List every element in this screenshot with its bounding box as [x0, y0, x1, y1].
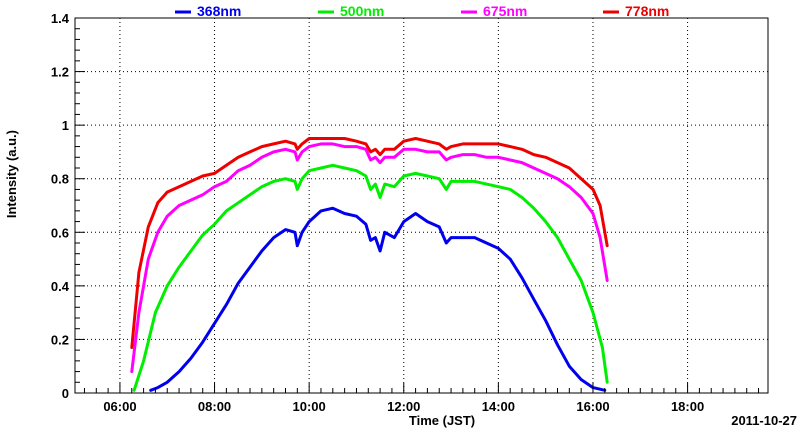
- x-tick-label: 10:00: [293, 399, 326, 414]
- legend-label-368nm: 368nm: [197, 3, 241, 19]
- y-tick-label: 1.4: [51, 11, 70, 26]
- date-label: 2011-10-27: [731, 413, 797, 428]
- x-tick-label: 06:00: [103, 399, 136, 414]
- y-tick-label: 0.8: [51, 172, 69, 187]
- series-line-675nm: [130, 142, 609, 374]
- legend-label-778nm: 778nm: [625, 3, 669, 19]
- y-tick-label: 1.2: [51, 65, 69, 80]
- y-tick-label: 1: [62, 118, 69, 133]
- y-tick-label: 0.4: [51, 279, 70, 294]
- grid: [75, 17, 768, 394]
- x-tick-label: 14:00: [482, 399, 515, 414]
- y-tick-label: 0.6: [51, 225, 69, 240]
- plot-frame: [74, 17, 769, 394]
- legend: 368nm 500nm 675nm 778nm: [175, 3, 669, 19]
- x-tick-label: 12:00: [387, 399, 420, 414]
- series-line-368nm: [149, 206, 607, 392]
- axis-ticks: 0 0.2 0.4 0.6 0.8 1 1.2 1.4 06:00 08:00 10:00 12:00…: [51, 11, 760, 414]
- legend-label-500nm: 500nm: [340, 3, 384, 19]
- series-line-778nm: [130, 137, 609, 349]
- series-line-500nm: [132, 163, 609, 392]
- x-tick-label: 16:00: [576, 399, 609, 414]
- x-axis-label: Time (JST): [409, 413, 475, 428]
- legend-label-675nm: 675nm: [483, 3, 527, 19]
- series-layer: [130, 137, 609, 392]
- y-tick-label: 0.2: [51, 332, 69, 347]
- y-axis-label: Intensity (a.u.): [4, 130, 19, 218]
- x-tick-label: 18:00: [671, 399, 704, 414]
- x-tick-label: 08:00: [198, 399, 231, 414]
- y-tick-label: 0: [62, 386, 69, 401]
